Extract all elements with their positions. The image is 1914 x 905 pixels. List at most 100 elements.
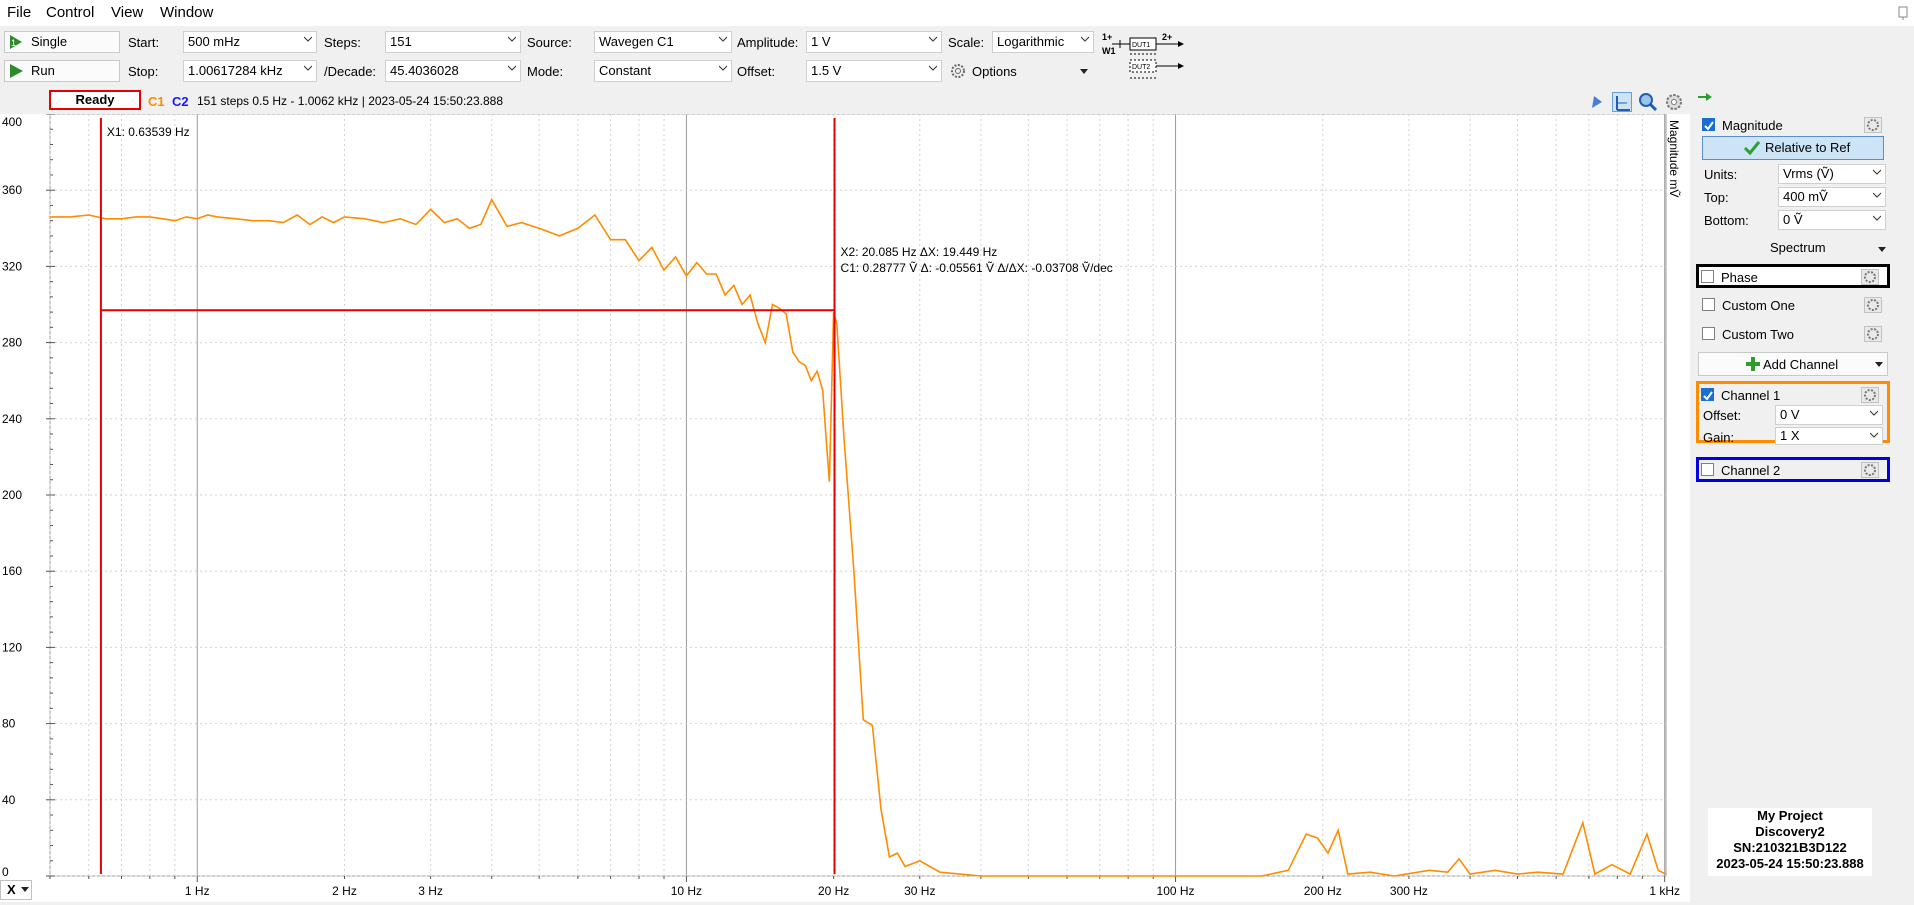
c2-indicator[interactable]: C2 (172, 94, 189, 109)
chevron-down-icon (304, 35, 312, 43)
chevron-down-icon (1873, 191, 1881, 199)
magnitude-settings-button[interactable] (1864, 117, 1882, 133)
y-tick-label: 280 (2, 336, 22, 350)
y-tick-label: 360 (2, 183, 22, 197)
cursor-icon[interactable] (1588, 92, 1608, 112)
toolbar: 1 Single Run Start: 500 mHz Stop: 1.0061… (0, 26, 1914, 89)
channel2-settings-button[interactable] (1861, 462, 1879, 478)
gear-icon (1862, 463, 1878, 477)
spectrum-dropdown[interactable]: Spectrum (1698, 238, 1888, 258)
steps-combo[interactable]: 151 (385, 31, 521, 53)
amplitude-value: 1 V (811, 32, 831, 52)
mode-label: Mode: (527, 64, 563, 79)
run-button[interactable]: Run (4, 60, 120, 82)
custom-two-row[interactable]: Custom Two (1698, 323, 1888, 345)
units-combo[interactable]: Vrms (Ṽ) (1778, 164, 1886, 184)
magnitude-panel: Magnitude Relative to Ref Units: Vrms (V… (1698, 114, 1888, 232)
chevron-down-icon (1873, 214, 1881, 222)
chevron-down-icon (304, 64, 312, 72)
chevron-down-icon (719, 64, 727, 72)
channel2-checkbox[interactable] (1701, 463, 1714, 476)
magnitude-checkbox[interactable] (1702, 118, 1715, 131)
x-axis-label: X (7, 882, 16, 897)
status-bar: Ready C1 C2 151 steps 0.5 Hz - 1.0062 kH… (0, 88, 1690, 114)
chevron-down-icon (719, 35, 727, 43)
cursor-x1-readout: X1: 0.63539 Hz (107, 125, 190, 139)
diagram-dut2: DUT2 (1132, 64, 1150, 71)
channel1-settings-button[interactable] (1861, 387, 1879, 403)
top-combo[interactable]: 400 mṼ (1778, 187, 1886, 207)
offset-value: 1.5 V (811, 61, 841, 81)
offset-combo[interactable]: 1.5 V (806, 60, 942, 82)
custom-two-settings-button[interactable] (1864, 326, 1882, 342)
acquisition-summary: 151 steps 0.5 Hz - 1.0062 kHz | 2023-05-… (197, 94, 503, 108)
gear-icon[interactable] (1664, 92, 1684, 112)
source-value: Wavegen C1 (599, 32, 674, 52)
amplitude-combo[interactable]: 1 V (806, 31, 942, 53)
phase-row[interactable]: Phase (1696, 264, 1890, 288)
chevron-down-icon (929, 64, 937, 72)
relative-to-ref-button[interactable]: Relative to Ref (1702, 136, 1884, 160)
menu-control[interactable]: Control (46, 4, 94, 21)
scale-label: Scale: (948, 35, 984, 50)
single-label: Single (31, 32, 67, 52)
start-combo[interactable]: 500 mHz (183, 31, 317, 53)
mode-value: Constant (599, 61, 651, 81)
options-dropdown[interactable]: Options (948, 60, 1088, 82)
phase-settings-button[interactable] (1861, 269, 1879, 285)
pin-icon[interactable] (1896, 6, 1910, 20)
x-axis-selector[interactable]: X (0, 880, 32, 900)
start-label: Start: (128, 35, 159, 50)
custom-one-row[interactable]: Custom One (1698, 294, 1888, 316)
diagram-dut1: DUT1 (1132, 42, 1150, 49)
x-tick-label: 300 Hz (1390, 884, 1428, 898)
decade-label: /Decade: (324, 64, 376, 79)
menu-view[interactable]: View (111, 4, 143, 21)
play-icon (8, 63, 24, 79)
cursor-mode-icon[interactable] (1612, 92, 1632, 112)
source-combo[interactable]: Wavegen C1 (594, 31, 732, 53)
cursor-x2-readout: X2: 20.085 Hz ΔX: 19.449 Hz (841, 245, 998, 259)
y-axis-title: Magnitude mṼ (1667, 120, 1681, 197)
serial-number: SN:210321B3D122 (1708, 840, 1872, 856)
channel1-checkbox[interactable] (1701, 388, 1714, 401)
stop-value: 1.00617284 kHz (188, 61, 283, 81)
custom-one-checkbox[interactable] (1702, 298, 1715, 311)
run-label: Run (31, 61, 55, 81)
top-value: 400 mṼ (1783, 188, 1828, 206)
phase-checkbox[interactable] (1701, 270, 1714, 283)
decade-combo[interactable]: 45.4036028 (385, 60, 521, 82)
ch1-offset-label: Offset: (1703, 408, 1741, 423)
menu-file[interactable]: File (7, 4, 31, 21)
bottom-combo[interactable]: 0 Ṽ (1778, 210, 1886, 230)
chevron-down-icon (508, 35, 516, 43)
channel2-panel[interactable]: Channel 2 (1696, 457, 1890, 482)
arrow-right-icon[interactable] (1698, 92, 1712, 102)
y-tick-label: 0 (2, 865, 9, 879)
y-tick-label: 160 (2, 564, 22, 578)
y-tick-label: 240 (2, 412, 22, 426)
gear-icon (1862, 388, 1878, 402)
device-info: My Project Discovery2 SN:210321B3D122 20… (1708, 808, 1872, 876)
menu-window[interactable]: Window (160, 4, 213, 21)
top-label: Top: (1704, 190, 1729, 205)
checkmark-icon (1743, 140, 1761, 156)
c1-indicator[interactable]: C1 (148, 94, 165, 109)
ch1-offset-combo[interactable]: 0 V (1775, 405, 1883, 425)
custom-two-checkbox[interactable] (1702, 327, 1715, 340)
channel2-label: Channel 2 (1721, 463, 1780, 478)
ch1-gain-combo[interactable]: 1 X (1775, 427, 1883, 445)
x-tick-label: 200 Hz (1304, 884, 1342, 898)
add-channel-button[interactable]: Add Channel (1698, 352, 1888, 376)
y-tick-label: 40 (2, 793, 16, 807)
units-value: Vrms (Ṽ) (1783, 165, 1834, 183)
caret-down-icon (1878, 247, 1886, 253)
mode-combo[interactable]: Constant (594, 60, 732, 82)
single-button[interactable]: 1 Single (4, 31, 120, 53)
custom-one-settings-button[interactable] (1864, 297, 1882, 313)
scale-combo[interactable]: Logarithmic (992, 31, 1094, 53)
stop-combo[interactable]: 1.00617284 kHz (183, 60, 317, 82)
zoom-icon[interactable] (1638, 92, 1658, 112)
